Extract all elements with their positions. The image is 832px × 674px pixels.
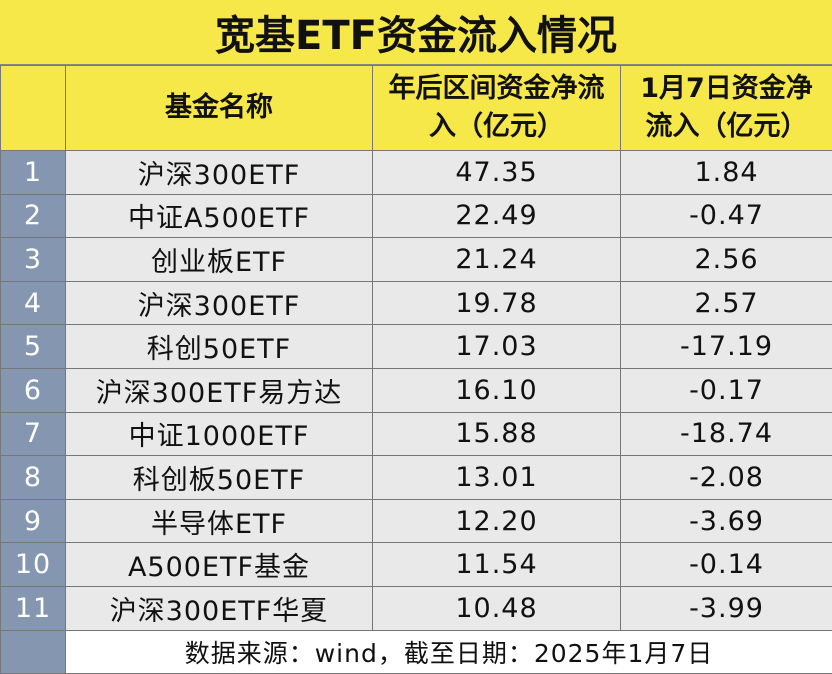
cell: 创业板ETF bbox=[65, 237, 373, 282]
cell: 17.03 bbox=[372, 324, 621, 369]
cell: 2.56 bbox=[620, 237, 832, 282]
cell: 沪深300ETF bbox=[65, 150, 373, 195]
table-row: 1 沪深300ETF 47.35 1.84 bbox=[0, 150, 832, 195]
cell: A500ETF基金 bbox=[65, 542, 373, 587]
table: 基金名称 年后区间资金净流入（亿元） 1月7日资金净流入（亿元） 1 沪深300ETF… bbox=[0, 65, 832, 674]
table-row: 10 A500ETF基金 11.54 -0.14 bbox=[0, 542, 832, 587]
cell: 沪深300ETF bbox=[65, 280, 373, 326]
footer-note: 数据来源：wind，截至日期：2025年1月7日 bbox=[65, 629, 832, 674]
row-index: 7 bbox=[0, 411, 66, 457]
cell: 12.20 bbox=[372, 498, 621, 544]
cell: 沪深300ETF华夏 bbox=[65, 585, 373, 631]
row-index: 10 bbox=[0, 542, 66, 587]
table-row: 8 科创板50ETF 13.01 -2.08 bbox=[0, 455, 832, 500]
table-row: 3 创业板ETF 21.24 2.56 bbox=[0, 237, 832, 282]
cell: 科创板50ETF bbox=[65, 455, 373, 500]
cell: 47.35 bbox=[372, 150, 621, 195]
table-row: 6 沪深300ETF易方达 16.10 -0.17 bbox=[0, 367, 832, 413]
cell: 中证A500ETF bbox=[65, 193, 373, 239]
cell: 15.88 bbox=[372, 411, 621, 457]
table-row: 5 科创50ETF 17.03 -17.19 bbox=[0, 324, 832, 369]
cell: -0.47 bbox=[620, 193, 832, 239]
header-row: 基金名称 年后区间资金净流入（亿元） 1月7日资金净流入（亿元） bbox=[0, 65, 832, 151]
column-header: 1月7日资金净流入（亿元） bbox=[620, 65, 832, 151]
cell: 13.01 bbox=[372, 455, 621, 500]
cell: 21.24 bbox=[372, 237, 621, 282]
cell: 16.10 bbox=[372, 367, 621, 413]
index-header bbox=[0, 65, 66, 151]
row-index: 8 bbox=[0, 455, 66, 500]
row-index: 6 bbox=[0, 367, 66, 413]
cell: -0.17 bbox=[620, 367, 832, 413]
cell: 10.48 bbox=[372, 585, 621, 631]
cell: -3.69 bbox=[620, 498, 832, 544]
cell: 1.84 bbox=[620, 150, 832, 195]
table-row: 4 沪深300ETF 19.78 2.57 bbox=[0, 280, 832, 326]
cell: -2.08 bbox=[620, 455, 832, 500]
cell: 沪深300ETF易方达 bbox=[65, 367, 373, 413]
row-index: 1 bbox=[0, 150, 66, 195]
cell: 22.49 bbox=[372, 193, 621, 239]
cell: -0.14 bbox=[620, 542, 832, 587]
column-header: 基金名称 bbox=[65, 65, 373, 151]
cell: 2.57 bbox=[620, 280, 832, 326]
cell: -18.74 bbox=[620, 411, 832, 457]
row-index: 2 bbox=[0, 193, 66, 239]
cell: 19.78 bbox=[372, 280, 621, 326]
table-row: 9 半导体ETF 12.20 -3.69 bbox=[0, 498, 832, 544]
cell: 中证1000ETF bbox=[65, 411, 373, 457]
cell: -3.99 bbox=[620, 585, 832, 631]
row-index: 9 bbox=[0, 498, 66, 544]
cell: -17.19 bbox=[620, 324, 832, 369]
table-row: 11 沪深300ETF华夏 10.48 -3.99 bbox=[0, 585, 832, 631]
cell: 科创50ETF bbox=[65, 324, 373, 369]
cell: 11.54 bbox=[372, 542, 621, 587]
footer-index bbox=[0, 629, 66, 674]
row-index: 11 bbox=[0, 585, 66, 631]
row-index: 5 bbox=[0, 324, 66, 369]
table-row: 7 中证1000ETF 15.88 -18.74 bbox=[0, 411, 832, 457]
table-row: 2 中证A500ETF 22.49 -0.47 bbox=[0, 193, 832, 239]
footer-row: 数据来源：wind，截至日期：2025年1月7日 bbox=[0, 629, 832, 674]
row-index: 4 bbox=[0, 280, 66, 326]
cell: 半导体ETF bbox=[65, 498, 373, 544]
column-header: 年后区间资金净流入（亿元） bbox=[372, 65, 621, 151]
title: 宽基ETF资金流入情况 bbox=[0, 0, 832, 65]
row-index: 3 bbox=[0, 237, 66, 282]
